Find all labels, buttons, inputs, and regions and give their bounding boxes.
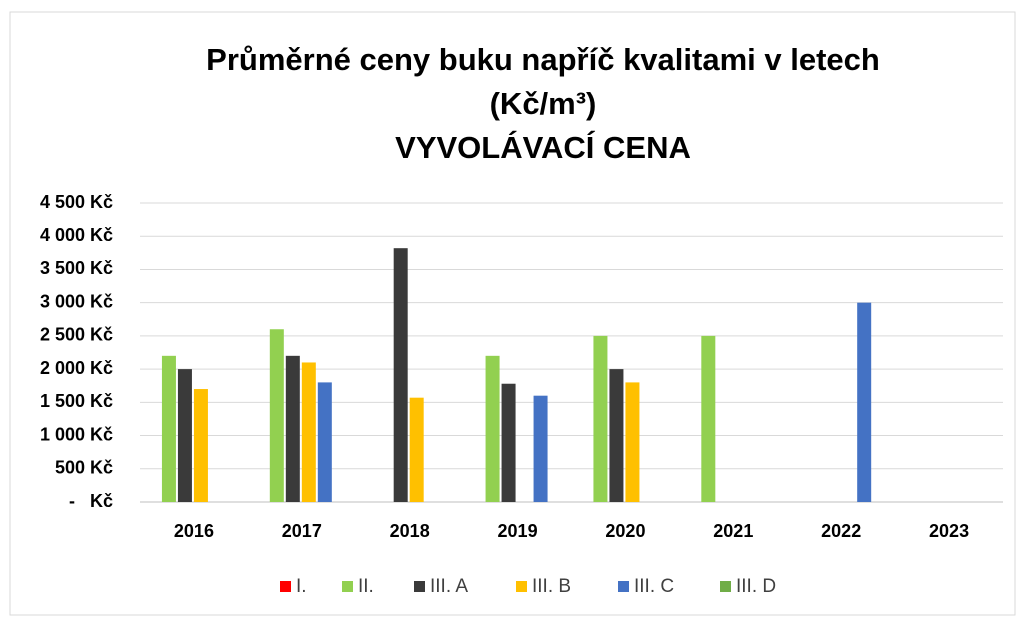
bar (485, 355, 500, 502)
y-tick-label: 1 500 Kč (40, 391, 113, 411)
legend-label: I. (296, 576, 307, 597)
x-tick-label: 2018 (390, 521, 430, 541)
bar (177, 369, 192, 502)
legend-swatch (516, 581, 527, 592)
legend-label: III. B (532, 576, 571, 597)
bar (593, 335, 608, 502)
y-tick-label: 2 500 Kč (40, 325, 113, 345)
legend-swatch (414, 581, 425, 592)
y-tick-label: 4 500 Kč (40, 192, 113, 212)
x-tick-label: 2017 (282, 521, 322, 541)
bar (393, 248, 408, 502)
bar (193, 389, 208, 502)
y-tick-label: 1 000 Kč (40, 424, 113, 444)
y-tick-label: 2 000 Kč (40, 358, 113, 378)
chart-title: (Kč/m³) (490, 86, 597, 121)
bar (269, 329, 284, 502)
bar (625, 382, 640, 502)
legend-swatch (720, 581, 731, 592)
chart-title: VYVOLÁVACÍ CENA (395, 130, 691, 165)
x-tick-label: 2023 (929, 521, 969, 541)
x-tick-label: 2019 (498, 521, 538, 541)
bar (857, 302, 872, 502)
bar (285, 355, 300, 502)
legend-swatch (280, 581, 291, 592)
bar (301, 362, 316, 502)
bar (409, 397, 424, 502)
y-tick-label: 3 000 Kč (40, 291, 113, 311)
bar (317, 382, 332, 502)
x-tick-label: 2020 (605, 521, 645, 541)
legend-swatch (618, 581, 629, 592)
bar (161, 355, 176, 502)
y-tick-label: - Kč (69, 491, 113, 511)
y-tick-label: 500 Kč (55, 458, 113, 478)
x-tick-label: 2016 (174, 521, 214, 541)
bar (701, 335, 716, 502)
chart-title: Průměrné ceny buku napříč kvalitami v le… (206, 42, 880, 77)
bar (533, 395, 548, 502)
chart-border (9, 11, 1016, 616)
y-tick-label: 4 000 Kč (40, 225, 113, 245)
legend-label: III. C (634, 576, 674, 597)
bar (609, 369, 624, 502)
x-tick-label: 2021 (713, 521, 753, 541)
legend-label: III. D (736, 576, 776, 597)
x-tick-label: 2022 (821, 521, 861, 541)
y-tick-label: 3 500 Kč (40, 258, 113, 278)
legend-label: III. A (430, 576, 468, 597)
legend-swatch (342, 581, 353, 592)
legend-label: II. (358, 576, 374, 597)
bar (501, 383, 516, 502)
